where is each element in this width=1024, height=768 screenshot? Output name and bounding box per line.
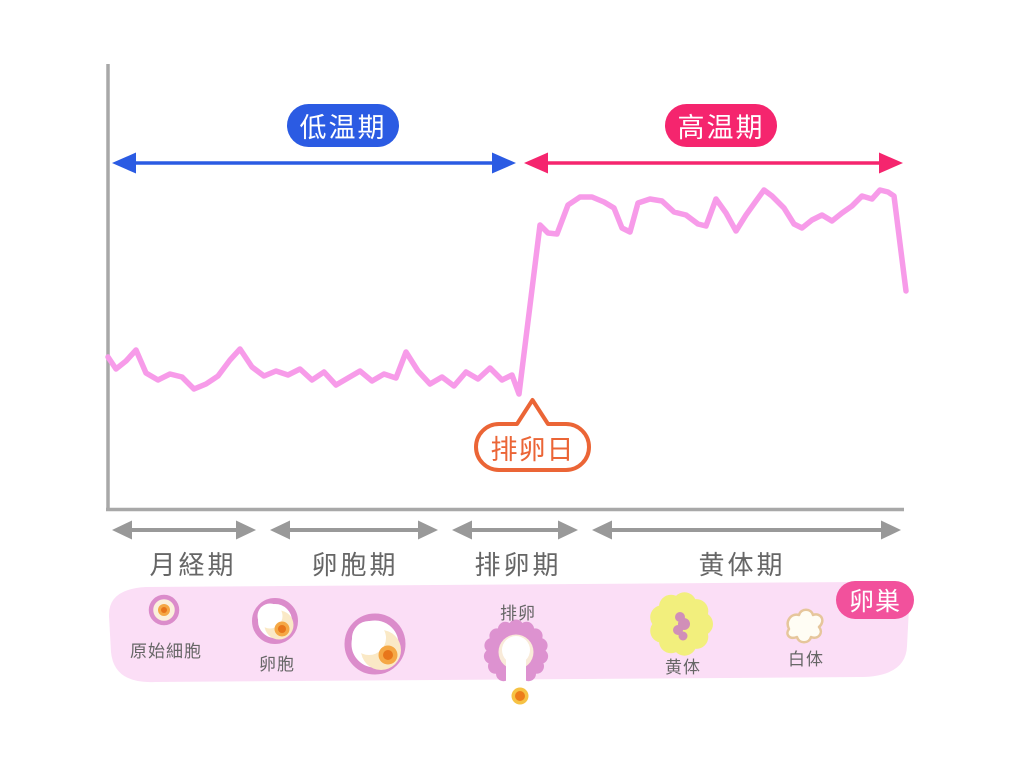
high-phase-arrow bbox=[524, 152, 903, 174]
corpus-albicans-label: 白体 bbox=[788, 650, 824, 669]
follicle-icon bbox=[252, 598, 298, 644]
corpus-luteum-label: 黄体 bbox=[665, 658, 701, 677]
ovulation-day-label: 排卵日 bbox=[490, 434, 575, 465]
phase-arrow-menstrual bbox=[112, 520, 256, 540]
ovulation-label: 排卵 bbox=[500, 604, 536, 623]
low-phase-arrow bbox=[112, 152, 516, 174]
corpus-luteum-icon bbox=[650, 592, 713, 656]
bbt-temperature-curve bbox=[105, 187, 909, 397]
ovulation-follicle-icon bbox=[483, 619, 549, 705]
ovulation-callout-bubble bbox=[474, 398, 591, 472]
corpus-albicans-icon bbox=[786, 608, 824, 644]
arrows-layer bbox=[112, 152, 903, 540]
primordial-cell-label: 原始細胞 bbox=[130, 642, 202, 661]
primordial-cell-icon bbox=[148, 594, 180, 626]
phase-label-follicular: 卵胞期 bbox=[311, 550, 399, 580]
high-phase-badge: 高温期 bbox=[665, 104, 777, 147]
mature-follicle-icon bbox=[344, 613, 406, 675]
phase-arrow-ovulation bbox=[452, 520, 578, 540]
follicle-label: 卵胞 bbox=[259, 655, 295, 674]
phase-label-ovulation: 排卵期 bbox=[474, 550, 562, 580]
phase-arrow-follicular bbox=[270, 520, 438, 540]
phase-label-menstrual: 月経期 bbox=[149, 550, 237, 580]
low-phase-badge: 低温期 bbox=[287, 104, 399, 147]
phase-arrow-luteal bbox=[592, 520, 901, 540]
ovary-badge: 卵巣 bbox=[836, 581, 914, 619]
phase-label-luteal: 黄体期 bbox=[698, 550, 786, 580]
